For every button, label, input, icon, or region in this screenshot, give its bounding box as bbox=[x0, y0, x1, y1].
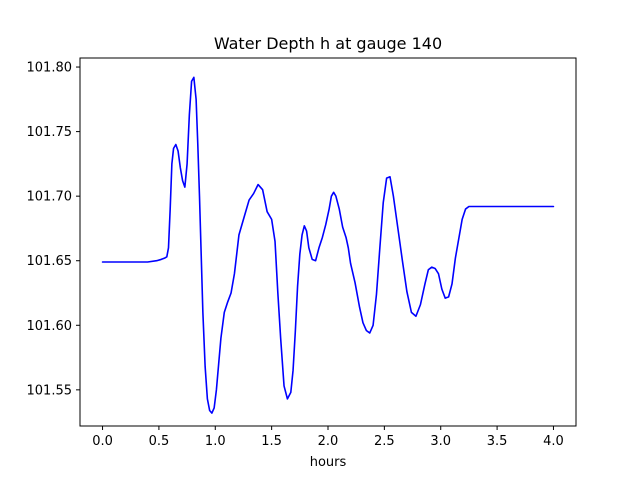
x-tick-label: 1.0 bbox=[205, 434, 226, 449]
x-tick-label: 3.5 bbox=[487, 434, 508, 449]
y-axis-ticks: 101.55 101.60 101.65 101.70 101.75 101.80 bbox=[27, 61, 80, 398]
x-tick-label: 0.0 bbox=[92, 434, 113, 449]
y-tick-label: 101.60 bbox=[27, 319, 73, 334]
y-tick-label: 101.80 bbox=[27, 61, 73, 76]
x-tick-label: 3.0 bbox=[430, 434, 451, 449]
y-tick-label: 101.75 bbox=[27, 125, 73, 140]
series-line-0 bbox=[101, 76, 555, 414]
chart-title: Water Depth h at gauge 140 bbox=[214, 34, 442, 53]
x-tick-label: 4.0 bbox=[543, 434, 564, 449]
plot-area-frame bbox=[79, 57, 577, 427]
y-tick-label: 101.65 bbox=[27, 254, 73, 269]
y-tick-label: 101.55 bbox=[27, 383, 73, 398]
y-tick-label: 101.70 bbox=[27, 190, 73, 205]
x-axis-label: hours bbox=[310, 455, 347, 470]
x-axis-ticks: 0.0 0.5 1.0 1.5 2.0 2.5 3.0 3.5 4.0 bbox=[92, 426, 564, 449]
x-tick-label: 2.0 bbox=[318, 434, 339, 449]
x-tick-label: 1.5 bbox=[261, 434, 282, 449]
series-layer bbox=[101, 76, 555, 414]
x-tick-label: 2.5 bbox=[374, 434, 395, 449]
x-tick-label: 0.5 bbox=[149, 434, 170, 449]
